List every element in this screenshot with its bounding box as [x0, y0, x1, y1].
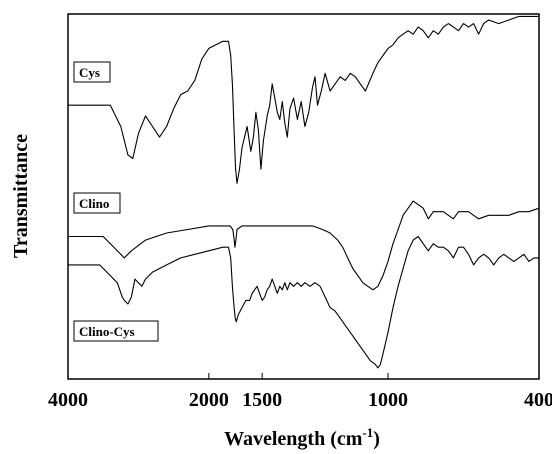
series-label-box-clino	[73, 192, 121, 214]
y-axis-title: Transmittance	[10, 134, 32, 258]
x-tick-label: 400	[524, 389, 552, 411]
x-axis-title: Wavelength (cm-1)	[224, 425, 380, 450]
series-lines	[68, 15, 540, 369]
series-line-cys	[68, 15, 539, 184]
x-axis-title-end: )	[373, 428, 380, 450]
series-label-clino-cys: Clino-Cys	[79, 324, 135, 339]
series-label-box-cys	[73, 61, 111, 83]
x-axis-title-exp: -1	[362, 425, 373, 440]
plot-frame	[67, 13, 540, 380]
x-tick-label: 1500	[242, 389, 282, 411]
x-axis-ticks: 4000 2000 1500 1000 400	[48, 373, 552, 411]
x-tick-label: 1000	[368, 389, 408, 411]
x-tick-label: 4000	[48, 389, 88, 411]
x-axis-title-main: Wavelength (cm	[224, 428, 363, 450]
series-label-clino: Clino	[79, 196, 109, 211]
series-label-cys: Cys	[79, 65, 100, 80]
series-line-clino	[68, 200, 540, 291]
x-tick-label: 2000	[189, 389, 229, 411]
series-label-box-clino-cys	[73, 320, 159, 342]
series-line-clino-cys	[68, 235, 539, 369]
